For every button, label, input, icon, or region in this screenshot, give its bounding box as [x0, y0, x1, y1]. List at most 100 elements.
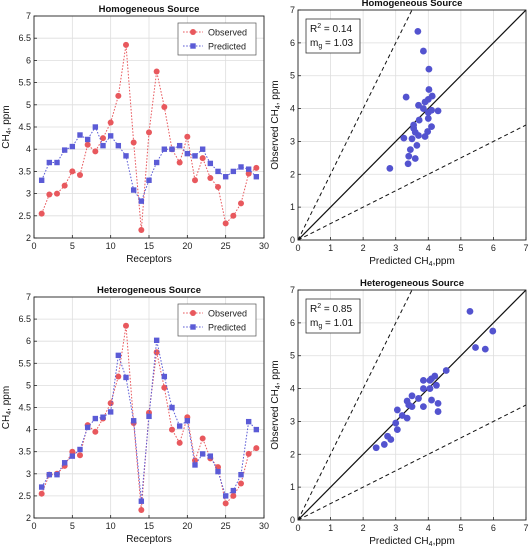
point-predicted — [238, 471, 244, 478]
point-predicted — [61, 147, 68, 153]
x-tick-label: 7 — [523, 243, 528, 253]
x-tick-label: 5 — [458, 523, 463, 533]
point-predicted — [222, 174, 229, 180]
legend-label: Predicted — [208, 323, 246, 333]
x-tick-label: 0 — [295, 523, 300, 533]
point-observed — [54, 190, 60, 197]
point-predicted — [146, 413, 152, 420]
scatter-point — [380, 441, 388, 448]
point-observed — [123, 322, 129, 329]
point-observed — [238, 200, 244, 207]
y-tick-label: 3 — [290, 416, 295, 426]
point-predicted — [153, 337, 160, 344]
x-tick-label: 30 — [259, 521, 269, 531]
point-predicted — [77, 446, 83, 453]
scatter-point — [442, 367, 450, 374]
y-tick-label: 1 — [290, 202, 295, 212]
x-tick-label: 10 — [106, 241, 116, 251]
scatter-point — [431, 372, 439, 380]
scatter-point — [420, 376, 427, 384]
homo-line-panel: Observed Predicted 0 5 10 15 20 25 30 2 2.5 3 3.5 4 4.… — [1, 4, 269, 265]
point-observed — [169, 426, 175, 433]
scatter-point — [393, 406, 401, 414]
point-predicted — [207, 453, 214, 459]
point-observed — [176, 159, 183, 166]
point-predicted — [230, 168, 237, 175]
mg-text: mg = 1.01 — [310, 318, 354, 330]
bound-line — [298, 404, 526, 520]
point-observed — [115, 92, 122, 99]
x-tick-label: 6 — [491, 523, 496, 533]
x-tick-label: 4 — [426, 243, 431, 253]
point-observed — [184, 133, 191, 140]
point-predicted — [161, 373, 168, 380]
point-observed — [138, 507, 145, 514]
stats-box: R2 = 0.85 mg = 1.01 — [305, 298, 361, 334]
scatter-point — [403, 397, 411, 405]
point-observed — [115, 373, 122, 380]
stats-box-frame — [305, 298, 361, 334]
y-tick-label: 6 — [26, 336, 31, 346]
y-tick-label: 5 — [290, 71, 295, 81]
scatter-point — [403, 414, 411, 422]
x-tick-label: 15 — [144, 241, 154, 251]
y-tick-label: 3 — [26, 469, 31, 479]
point-observed — [176, 439, 183, 446]
series-line-predicted — [41, 340, 257, 502]
legend: Observed Predicted — [177, 22, 257, 56]
legend-label: Observed — [208, 28, 247, 38]
scatter-point — [408, 135, 416, 143]
point-predicted — [176, 423, 183, 429]
point-predicted — [176, 142, 183, 149]
point-observed — [92, 148, 99, 155]
x-tick-label: 5 — [70, 241, 75, 251]
point-predicted — [192, 153, 198, 159]
legend-marker-predicted — [190, 324, 196, 330]
x-tick-label: 20 — [182, 521, 192, 531]
point-observed — [77, 452, 83, 459]
point-predicted — [215, 468, 221, 475]
point-observed — [253, 445, 260, 452]
bound-line — [298, 10, 413, 240]
x-axis-label: Predicted CH4,ppm — [369, 256, 455, 268]
legend: Observed Predicted — [177, 303, 257, 337]
y-tick-label: 7 — [290, 285, 295, 295]
y-tick-label: 5 — [26, 380, 31, 390]
y-tick-label: 5.5 — [18, 358, 31, 368]
bound-line — [298, 124, 526, 240]
scatter-point — [420, 47, 427, 55]
point-predicted — [69, 453, 76, 459]
point-predicted — [169, 146, 175, 152]
r-squared-text: R2 = 0.14 — [310, 23, 352, 35]
point-predicted — [61, 460, 68, 466]
point-observed — [230, 492, 237, 499]
point-predicted — [115, 352, 122, 359]
point-predicted — [123, 153, 129, 159]
y-tick-label: 2.5 — [18, 211, 31, 221]
y-tick-label: 2 — [290, 169, 295, 179]
point-predicted — [238, 164, 244, 170]
point-predicted — [84, 424, 91, 431]
x-tick-label: 0 — [31, 521, 36, 531]
stats-box-frame — [305, 18, 361, 54]
point-predicted — [138, 498, 145, 504]
point-predicted — [222, 493, 229, 499]
scatter-point — [415, 116, 423, 124]
scatter-point — [466, 307, 474, 315]
scatter-point — [428, 106, 435, 114]
scatter-point — [421, 133, 429, 140]
x-tick-label: 2 — [361, 523, 366, 533]
point-predicted — [77, 132, 83, 138]
y-tick-label: 3 — [290, 136, 295, 146]
y-tick-label: 4 — [290, 384, 295, 394]
point-observed — [245, 170, 252, 177]
legend-box — [177, 22, 257, 56]
point-predicted — [38, 484, 45, 490]
point-observed — [123, 41, 129, 48]
x-tick-label: 20 — [182, 241, 192, 251]
point-observed — [199, 435, 206, 442]
point-observed — [92, 428, 99, 435]
y-axis-label: Observed CH4, ppm — [270, 80, 282, 170]
point-predicted — [84, 136, 91, 143]
point-predicted — [215, 168, 221, 175]
